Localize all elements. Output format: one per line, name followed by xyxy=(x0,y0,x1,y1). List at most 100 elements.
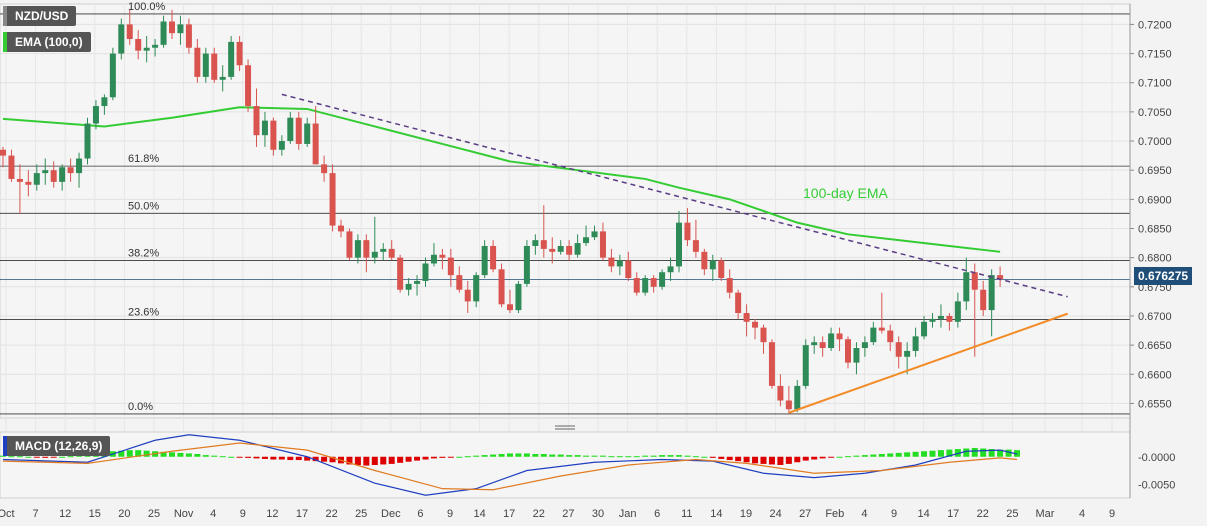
macd-legend[interactable]: MACD (12,26,9) xyxy=(3,436,111,456)
candle-body xyxy=(828,333,835,349)
pair-legend[interactable]: NZD/USD xyxy=(3,6,77,26)
x-tick-label: 4 xyxy=(210,508,216,520)
candle-body xyxy=(464,289,471,302)
candle-body xyxy=(16,178,23,182)
candle-body xyxy=(92,106,99,124)
macd-histogram-bar xyxy=(363,456,370,466)
candle-body xyxy=(59,167,66,182)
candle-body xyxy=(904,350,911,357)
macd-histogram-bar xyxy=(971,447,978,457)
candle-body xyxy=(109,53,116,98)
x-tick-label: 22 xyxy=(533,508,545,520)
y-tick-label: 0.6900 xyxy=(1138,194,1172,206)
y-tick-label: 0.7100 xyxy=(1138,78,1172,90)
macd-line xyxy=(2,434,1018,496)
candle-body xyxy=(380,248,387,252)
candle-body xyxy=(439,254,446,258)
rising-trendline xyxy=(788,312,1069,414)
candle-body xyxy=(507,304,513,311)
candle-body xyxy=(836,333,843,340)
macd-panel xyxy=(0,431,1131,499)
ema-annotation: 100-day EMA xyxy=(803,185,888,201)
candle-body xyxy=(253,106,260,136)
macd-signal-line xyxy=(2,442,1018,491)
macd-histogram-bar xyxy=(312,456,319,462)
candle-body xyxy=(50,170,57,182)
macd-histogram-bar xyxy=(507,453,513,457)
macd-histogram-bar xyxy=(701,456,708,458)
ema-legend-label: EMA (100,0) xyxy=(15,35,83,49)
x-tick-label: 22 xyxy=(325,508,337,520)
candle-body xyxy=(549,248,556,252)
macd-histogram-bar xyxy=(980,448,987,457)
candle-body xyxy=(405,283,412,290)
macd-histogram-bar xyxy=(473,455,480,457)
candle-body xyxy=(0,149,6,156)
ema-legend[interactable]: EMA (100,0) xyxy=(3,32,91,52)
candle-body xyxy=(422,263,429,281)
candle-body xyxy=(354,240,361,258)
candle-body xyxy=(481,245,488,276)
ema-line xyxy=(2,106,1001,253)
macd-histogram-bar xyxy=(278,456,285,460)
candle-body xyxy=(616,260,623,267)
x-tick-label: 25 xyxy=(148,508,160,520)
macd-histogram-bar xyxy=(608,456,615,458)
ema-100-line xyxy=(2,106,1001,253)
macd-histogram-bar xyxy=(726,456,733,461)
fib-level-label: 50.0% xyxy=(128,200,159,212)
macd-histogram-bar xyxy=(76,455,83,457)
macd-histogram-bar xyxy=(785,456,792,464)
macd-histogram-bar xyxy=(481,455,488,457)
x-tick-label: 14 xyxy=(710,508,722,520)
x-tick-label: 9 xyxy=(1109,508,1115,520)
candle-body xyxy=(126,24,133,39)
macd-histogram-bar xyxy=(954,449,961,457)
candle-body xyxy=(659,272,666,287)
candle-body xyxy=(456,275,463,290)
macd-histogram-bar xyxy=(397,456,404,463)
candle-body xyxy=(371,251,378,258)
fib-level-label: 38.2% xyxy=(128,248,159,260)
y-tick-label: 0.7000 xyxy=(1138,136,1172,148)
pair-legend-label: NZD/USD xyxy=(15,9,69,23)
candle-body xyxy=(430,254,437,264)
macd-histogram-bar xyxy=(211,455,218,457)
x-tick-label: 14 xyxy=(473,508,485,520)
macd-histogram-bar xyxy=(743,456,750,463)
candle-body xyxy=(921,321,928,337)
candle-body xyxy=(42,170,49,174)
macd-histogram-bar xyxy=(904,452,911,457)
macd-histogram-bar xyxy=(540,454,547,457)
candles xyxy=(0,9,1004,414)
x-tick-label: 12 xyxy=(266,508,278,520)
candle-body xyxy=(160,21,167,45)
macd-histogram-bar xyxy=(490,454,497,457)
fib-level-label: 0.0% xyxy=(128,401,153,413)
y-tick-label: 0.7150 xyxy=(1138,49,1172,61)
candle-body xyxy=(861,342,868,349)
macd-histogram-bar xyxy=(887,453,894,457)
candle-body xyxy=(650,278,657,287)
candle-body xyxy=(819,342,826,349)
x-tick-label: Feb xyxy=(825,508,844,520)
candle-body xyxy=(152,44,159,48)
x-tick-label: 17 xyxy=(503,508,515,520)
macd-histogram-bar xyxy=(270,456,277,460)
macd-histogram-bar xyxy=(261,456,268,459)
x-tick-label: 4 xyxy=(1079,508,1085,520)
macd-histogram-bar xyxy=(659,455,666,457)
candle-body xyxy=(625,260,632,279)
candle-body xyxy=(304,123,311,144)
macd-histogram-bar xyxy=(67,456,74,458)
macd-histogram-bar xyxy=(549,454,556,457)
candle-body xyxy=(912,336,919,351)
macd-histogram-bar xyxy=(625,456,632,458)
macd-histogram-bar xyxy=(633,456,640,458)
fib-level-label: 23.6% xyxy=(128,306,159,318)
candle-body xyxy=(591,231,598,238)
macd-histogram-bar xyxy=(354,456,361,465)
candle-body xyxy=(777,385,784,401)
candle-body xyxy=(135,38,142,51)
y-tick-label: 0.6850 xyxy=(1138,223,1172,235)
